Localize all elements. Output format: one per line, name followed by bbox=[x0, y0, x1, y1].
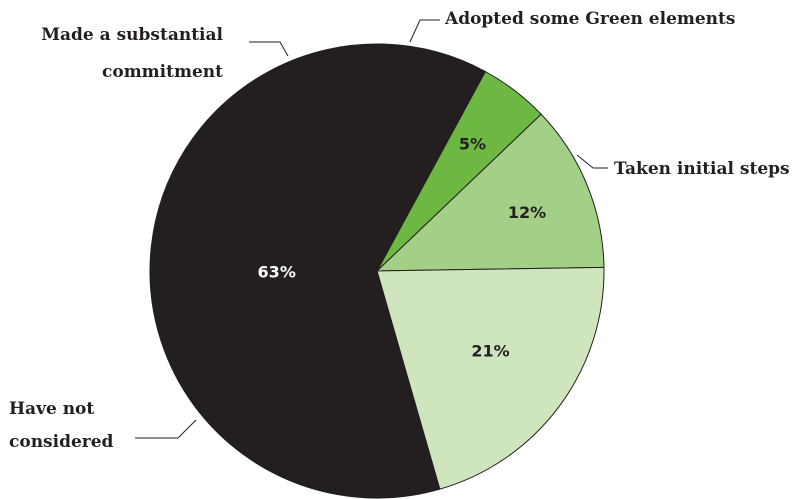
leader-line bbox=[249, 41, 289, 57]
leader-line bbox=[135, 419, 197, 439]
category-label: Taken initial steps bbox=[614, 159, 790, 179]
leader-line bbox=[409, 19, 440, 43]
percentage-labels: 5% 12% 21% 63% bbox=[258, 134, 547, 360]
percent-label: 21% bbox=[471, 342, 509, 361]
category-label: Made a substantial bbox=[41, 25, 223, 45]
category-label: considered bbox=[9, 432, 114, 452]
pie-slices bbox=[149, 43, 605, 499]
pie-slice-have-not-considered bbox=[149, 43, 486, 499]
pie-slice-adopted-some-green-elements bbox=[375, 113, 605, 272]
percent-label: 63% bbox=[258, 263, 296, 282]
category-label: Adopted some Green elements bbox=[444, 9, 735, 29]
percent-label: 12% bbox=[508, 203, 546, 222]
pie-slice-taken-initial-steps bbox=[376, 266, 605, 490]
category-labels: Made a substantial commitment Adopted some… bbox=[9, 9, 790, 452]
leader-line bbox=[576, 154, 608, 169]
leader-lines bbox=[135, 19, 608, 439]
category-label: commitment bbox=[102, 62, 223, 82]
percent-label: 5% bbox=[459, 134, 486, 153]
category-label: Have not bbox=[9, 399, 94, 419]
